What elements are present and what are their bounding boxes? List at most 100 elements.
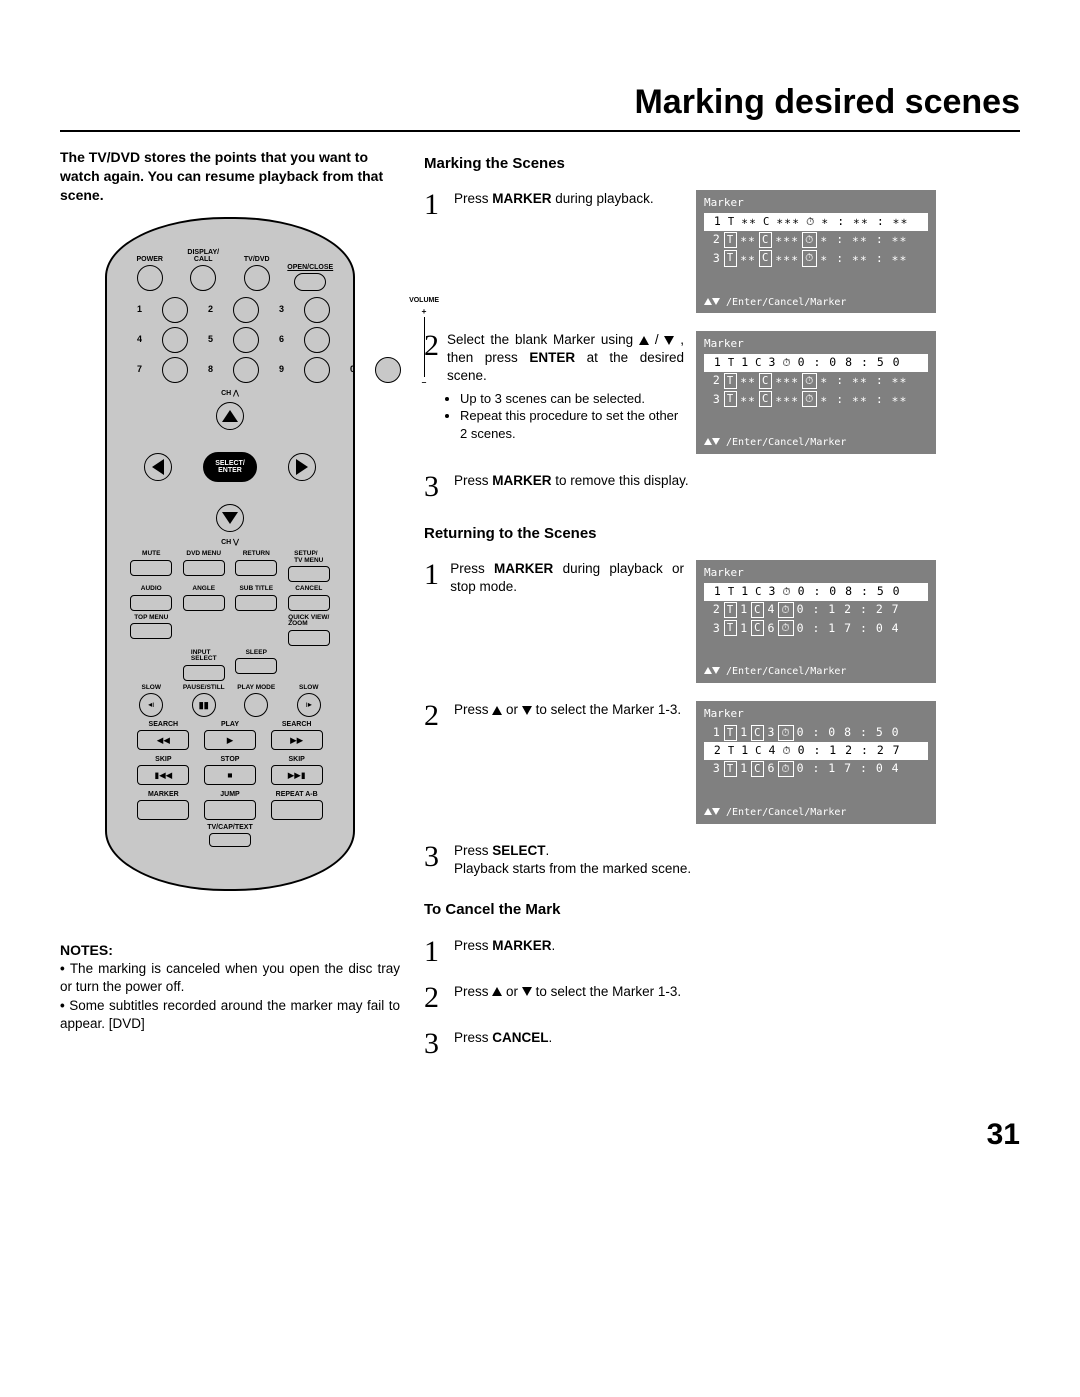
btn-search-rev[interactable]: ◀◀ — [137, 730, 189, 750]
btn-tvdvd-label: TV/DVD — [244, 256, 270, 263]
btn-cancel[interactable] — [288, 595, 330, 611]
btn-right[interactable] — [288, 453, 316, 481]
num-2: 2 — [208, 303, 213, 315]
returning-header: Returning to the Scenes — [424, 524, 1020, 544]
btn-skip-prev[interactable]: ▮◀◀ — [137, 765, 189, 785]
btn-angle-label: ANGLE — [192, 586, 215, 593]
btn-select-enter[interactable]: SELECT/ENTER — [203, 452, 257, 482]
btn-mute-label: MUTE — [142, 551, 160, 558]
btn-jump-label: JUMP — [220, 791, 239, 798]
btn-1[interactable] — [162, 297, 188, 323]
cancel-step-1-num: 1 — [424, 937, 446, 967]
marking-step-2-bullets: Up to 3 scenes can be selected. Repeat t… — [424, 390, 684, 443]
num-3: 3 — [279, 303, 284, 315]
num-5: 5 — [208, 333, 213, 345]
btn-playmode[interactable] — [244, 693, 268, 717]
marking-step-3-text: Press MARKER to remove this display. — [454, 472, 689, 490]
btn-subtitle-label: SUB TITLE — [239, 586, 273, 593]
num-7: 7 — [137, 363, 142, 375]
returning-step-2-num: 2 — [424, 701, 446, 731]
btn-slow1[interactable]: ◂ı — [139, 693, 163, 717]
note-2: Some subtitles recorded around the marke… — [60, 997, 400, 1033]
btn-skip2-label: SKIP — [288, 756, 304, 763]
btn-audio-label: AUDIO — [141, 586, 162, 593]
notes-list: The marking is canceled when you open th… — [60, 960, 400, 1033]
btn-down[interactable] — [216, 504, 244, 532]
screen-4: Marker 1 T 1 C 3 ⏱ 0 : 0 8 : 5 0 2 T 1 C… — [696, 701, 936, 824]
btn-5[interactable] — [233, 327, 259, 353]
btn-3[interactable] — [304, 297, 330, 323]
btn-input[interactable] — [183, 665, 225, 681]
btn-cancel-label: CANCEL — [295, 586, 322, 593]
marking-step-1-num: 1 — [424, 190, 446, 220]
returning-step-3-num: 3 — [424, 842, 446, 872]
btn-slow2[interactable]: ı▸ — [297, 693, 321, 717]
btn-marker[interactable] — [137, 800, 189, 820]
btn-7[interactable] — [162, 357, 188, 383]
btn-setup[interactable] — [288, 566, 330, 582]
btn-skip-next[interactable]: ▶▶▮ — [271, 765, 323, 785]
btn-dvdmenu[interactable] — [183, 560, 225, 576]
bullet-2: Repeat this procedure to set the other 2… — [460, 407, 684, 442]
btn-stop[interactable]: ■ — [204, 765, 256, 785]
btn-return[interactable] — [235, 560, 277, 576]
num-8: 8 — [208, 363, 213, 375]
cancel-step-3-text: Press CANCEL. — [454, 1029, 552, 1047]
returning-step-2-text: Press or to select the Marker 1-3. — [454, 701, 681, 719]
marking-step-2-text: Select the blank Marker using / , then p… — [447, 331, 684, 386]
ch-dn-label: CH ⋁ — [123, 538, 337, 547]
btn-search-fwd[interactable]: ▶▶ — [271, 730, 323, 750]
page-title: Marking desired scenes — [60, 80, 1020, 132]
btn-repeat[interactable] — [271, 800, 323, 820]
btn-slow1-label: SLOW — [142, 685, 162, 692]
btn-0[interactable] — [375, 357, 401, 383]
btn-input-label: INPUTSELECT — [191, 650, 217, 663]
btn-qv[interactable] — [288, 630, 330, 646]
btn-power[interactable] — [137, 265, 163, 291]
btn-jump[interactable] — [204, 800, 256, 820]
returning-step-1-text: Press MARKER during playback or stop mod… — [450, 560, 684, 596]
num-1: 1 — [137, 303, 142, 315]
marking-step-3-num: 3 — [424, 472, 446, 502]
btn-qv-label: QUICK VIEW/ZOOM — [288, 615, 329, 628]
btn-9[interactable] — [304, 357, 330, 383]
btn-up[interactable] — [216, 402, 244, 430]
btn-pause[interactable]: ▮▮ — [192, 693, 216, 717]
btn-sleep-label: SLEEP — [246, 650, 267, 657]
btn-left[interactable] — [144, 453, 172, 481]
btn-play[interactable]: ▶ — [204, 730, 256, 750]
btn-slow2-label: SLOW — [299, 685, 319, 692]
btn-sleep[interactable] — [235, 658, 277, 674]
btn-play-label: PLAY — [221, 721, 239, 728]
num-6: 6 — [279, 333, 284, 345]
cancel-step-3-num: 3 — [424, 1029, 446, 1059]
btn-return-label: RETURN — [243, 551, 270, 558]
btn-subtitle[interactable] — [235, 595, 277, 611]
btn-playmode-label: PLAY MODE — [237, 685, 275, 692]
btn-2[interactable] — [233, 297, 259, 323]
notes-header: NOTES: — [60, 941, 400, 960]
btn-open[interactable] — [294, 273, 326, 291]
dpad: SELECT/ENTER — [140, 402, 320, 532]
btn-dvdmenu-label: DVD MENU — [186, 551, 221, 558]
btn-8[interactable] — [233, 357, 259, 383]
btn-repeat-label: REPEAT A-B — [276, 791, 318, 798]
ch-up-label: CH ⋀ — [123, 389, 337, 398]
num-4: 4 — [137, 333, 142, 345]
marking-header: Marking the Scenes — [424, 154, 1020, 174]
btn-topmenu[interactable] — [130, 623, 172, 639]
btn-audio[interactable] — [130, 595, 172, 611]
btn-open-label: OPEN/CLOSE — [287, 264, 333, 271]
returning-step-1-num: 1 — [424, 560, 442, 590]
screen-1: Marker 1 T ∗∗ C ∗∗∗ ⏱ ∗ : ∗∗ : ∗∗ 2 T ∗∗… — [696, 190, 936, 313]
btn-mute[interactable] — [130, 560, 172, 576]
bullet-1: Up to 3 scenes can be selected. — [460, 390, 684, 408]
btn-angle[interactable] — [183, 595, 225, 611]
screen-3: Marker 1 T 1 C 3 ⏱ 0 : 0 8 : 5 0 2 T 1 C… — [696, 560, 936, 683]
btn-display[interactable] — [190, 265, 216, 291]
btn-6[interactable] — [304, 327, 330, 353]
btn-topmenu-label: TOP MENU — [134, 615, 168, 622]
btn-4[interactable] — [162, 327, 188, 353]
btn-tvcap[interactable] — [209, 833, 251, 847]
btn-tvdvd[interactable] — [244, 265, 270, 291]
